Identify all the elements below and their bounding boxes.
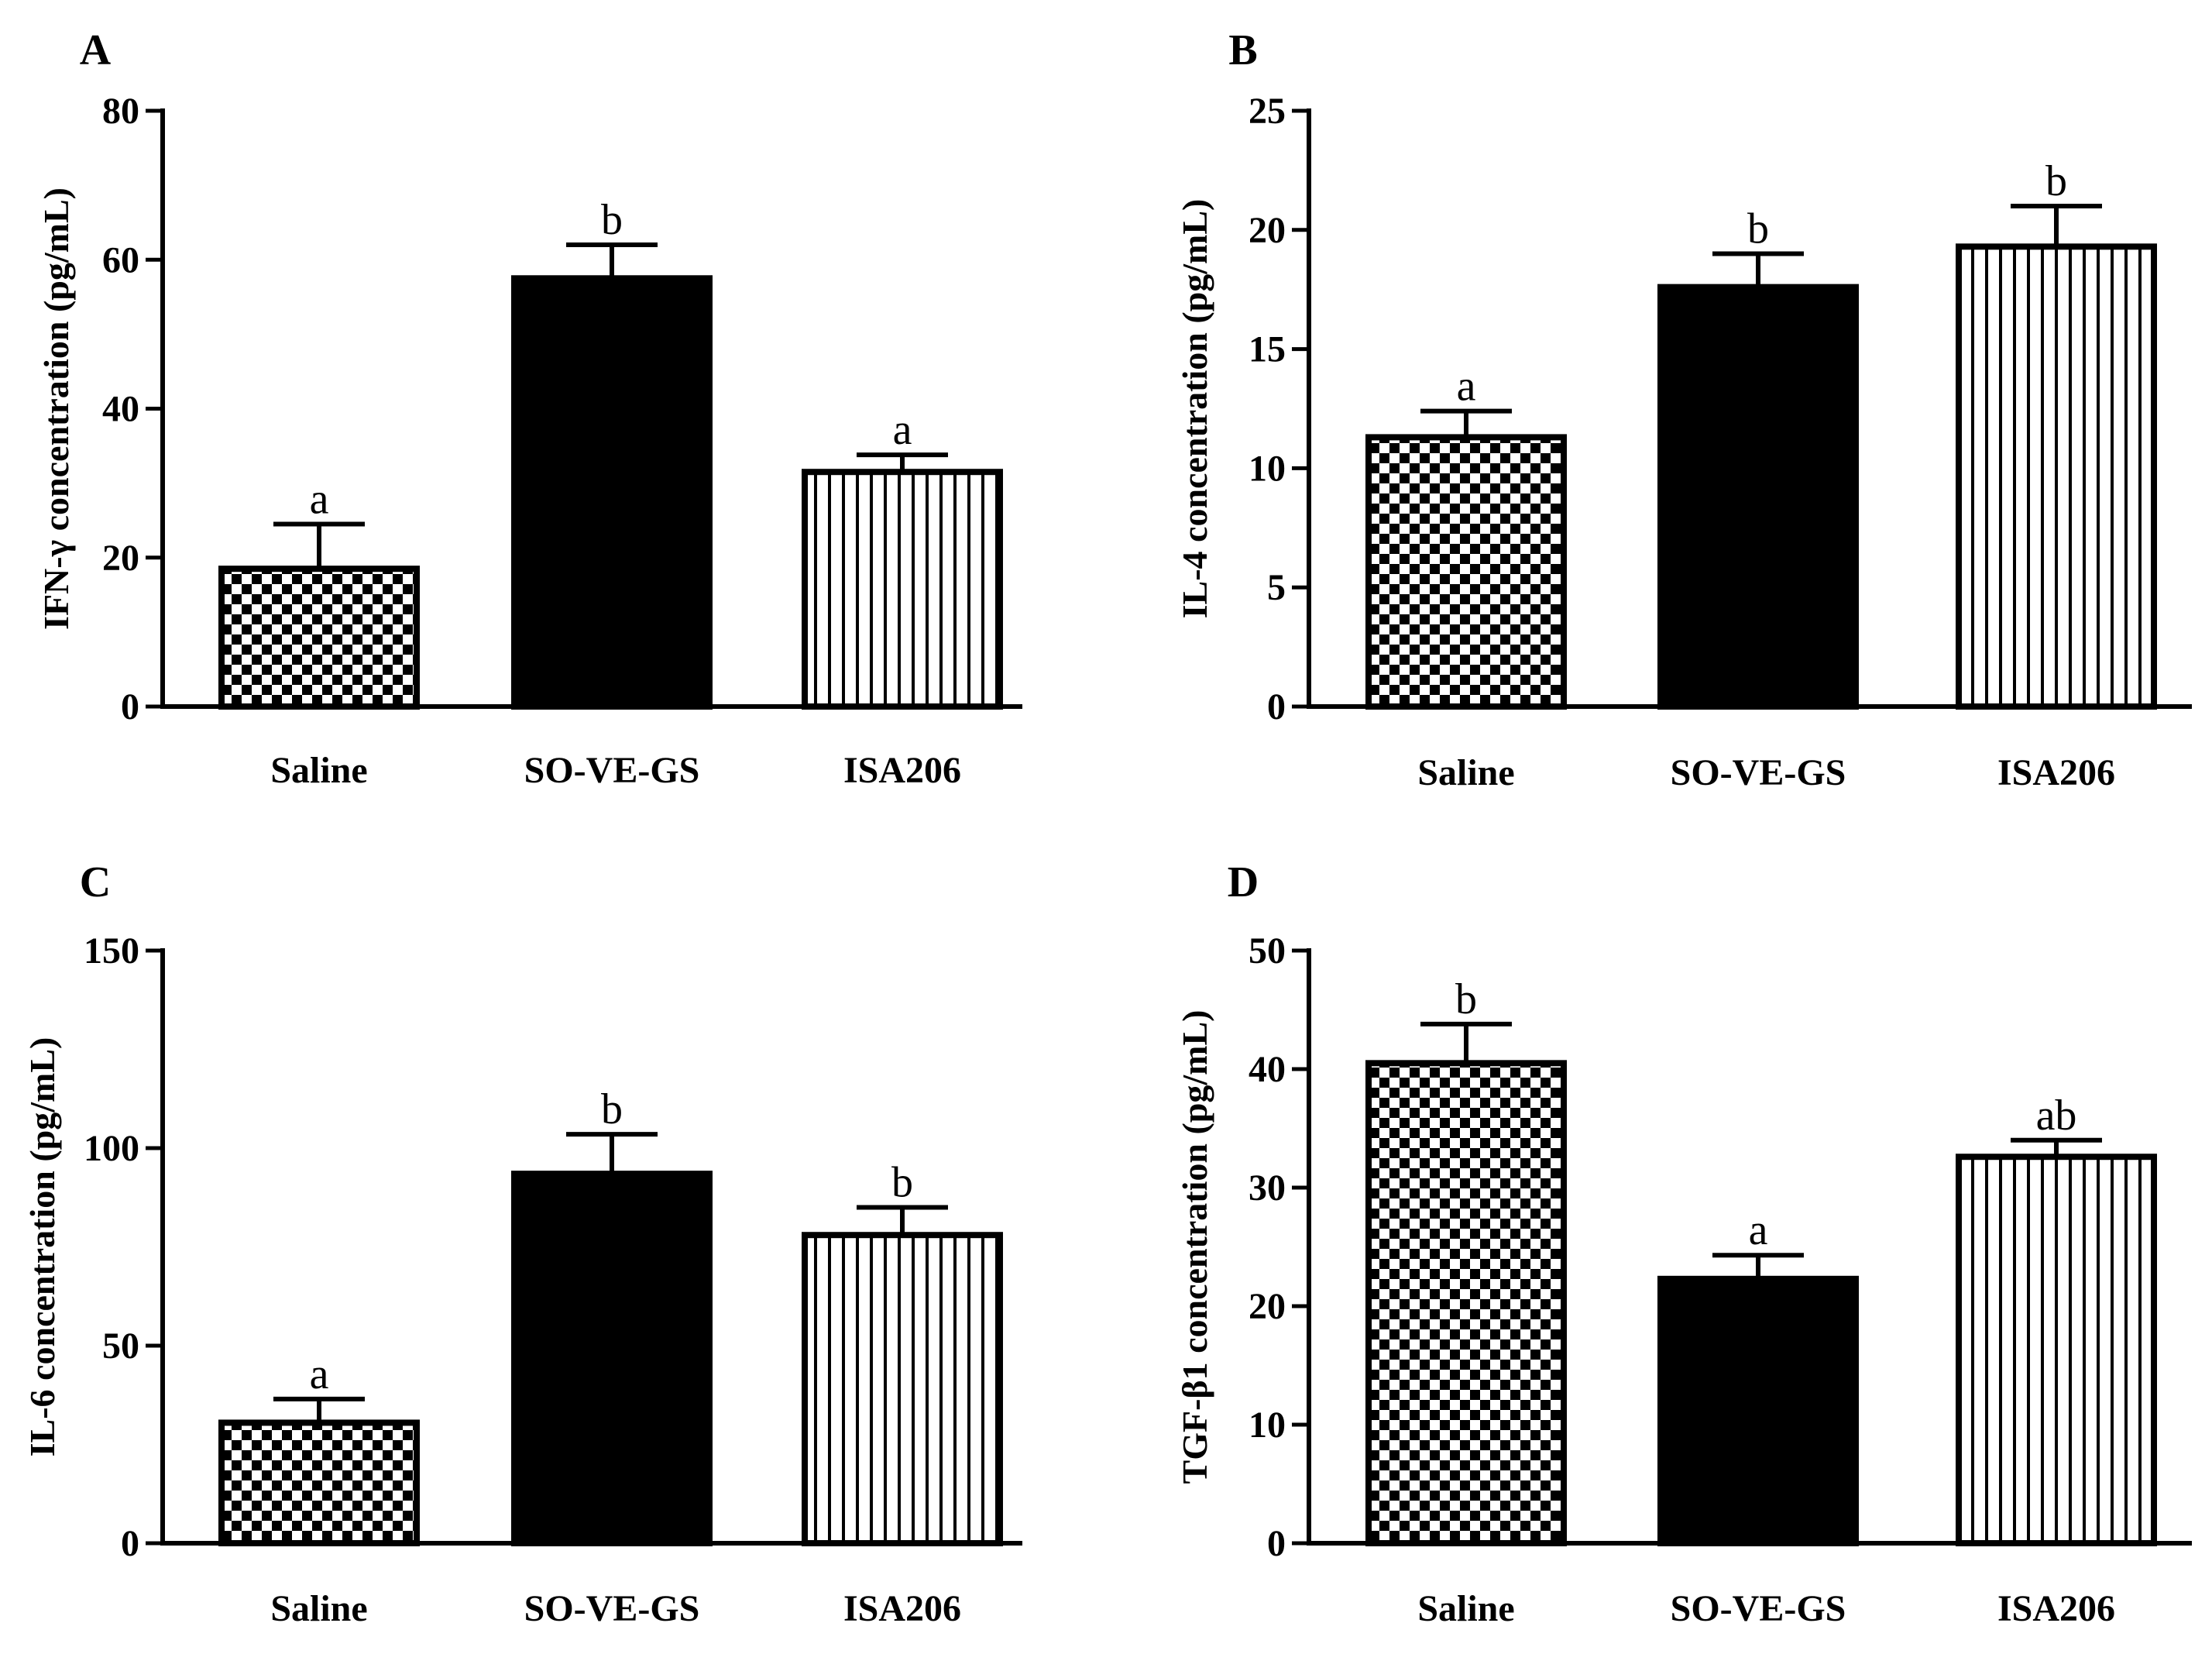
y-tick-label: 40 [102, 389, 139, 430]
significance-label: b [2045, 157, 2067, 205]
bar-isa206 [1956, 1154, 2157, 1546]
y-tick-label: 30 [1249, 1167, 1286, 1209]
panel-letter: C [80, 858, 111, 906]
y-tick-label: 40 [1249, 1049, 1286, 1090]
x-category-label: SO-VE-GS [1671, 752, 1846, 793]
significance-label: a [893, 406, 912, 454]
panel-letter: B [1228, 26, 1257, 74]
bar-so-ve-gs [1657, 284, 1859, 710]
y-tick-label: 0 [1267, 686, 1286, 727]
significance-label: a [1749, 1206, 1768, 1254]
x-category-label: Saline [270, 1588, 367, 1629]
y-tick-label: 15 [1249, 329, 1286, 370]
significance-label: ab [2036, 1092, 2077, 1140]
x-category-label: Saline [1417, 752, 1514, 793]
y-tick-label: 0 [121, 1523, 139, 1564]
significance-label: b [891, 1159, 913, 1207]
bar-saline [218, 566, 420, 710]
y-axis-label: IL-6 concentration (pg/mL) [22, 1037, 62, 1457]
x-category-label: ISA206 [1997, 1588, 2115, 1629]
significance-label: a [1457, 363, 1476, 411]
chart-panel-c: C IL-6 concentration (pg/mL) 0 50 100 150 a Sal… [22, 858, 1022, 1629]
bar-saline [1365, 1060, 1567, 1546]
y-tick-label: 0 [121, 686, 139, 727]
bar-saline [1365, 434, 1567, 710]
panel-letter: D [1228, 858, 1259, 906]
bar-isa206 [802, 1232, 1003, 1546]
x-category-label: ISA206 [1997, 752, 2115, 793]
significance-label: b [1455, 975, 1477, 1023]
chart-panel-a: A IFN-γ concentration (pg/mL) 0 20 40 60 80 a Sa… [36, 26, 1022, 791]
y-axis-label: IFN-γ concentration (pg/mL) [36, 187, 76, 630]
y-tick-label: 60 [102, 239, 139, 280]
bar-so-ve-gs [1657, 1275, 1859, 1547]
panel-letter: A [80, 26, 112, 74]
bar-saline [218, 1419, 420, 1546]
bar-isa206 [1956, 243, 2157, 710]
y-axis-label: IL-4 concentration (pg/mL) [1175, 199, 1214, 619]
y-tick-label: 50 [102, 1326, 139, 1367]
y-tick-label: 50 [1249, 930, 1286, 971]
significance-label: b [601, 196, 623, 244]
x-category-label: Saline [270, 750, 367, 791]
bar-so-ve-gs [511, 1171, 713, 1547]
y-tick-label: 5 [1267, 567, 1286, 608]
significance-label: b [601, 1085, 623, 1133]
chart-panel-b: B IL-4 concentration (pg/mL) 0 5 10 15 20 25 a Sa… [1175, 26, 2192, 793]
x-category-label: ISA206 [843, 750, 961, 791]
x-category-label: SO-VE-GS [524, 1588, 700, 1629]
significance-label: a [310, 1350, 329, 1398]
bar-isa206 [802, 469, 1003, 710]
chart-panel-d: D TGF-β1 concentration (pg/mL) 0 10 20 30 40 50… [1175, 858, 2192, 1629]
x-category-label: SO-VE-GS [1671, 1588, 1846, 1629]
x-category-label: ISA206 [843, 1588, 961, 1629]
y-axis-label: TGF-β1 concentration (pg/mL) [1175, 1010, 1214, 1484]
y-tick-label: 10 [1249, 448, 1286, 489]
y-tick-label: 100 [84, 1128, 139, 1169]
y-tick-label: 150 [84, 930, 139, 971]
y-tick-label: 20 [1249, 1286, 1286, 1327]
bar-so-ve-gs [511, 275, 713, 710]
y-tick-label: 25 [1249, 91, 1286, 132]
y-tick-label: 20 [102, 538, 139, 579]
y-tick-label: 20 [1249, 210, 1286, 251]
significance-label: a [310, 475, 329, 523]
y-tick-label: 80 [102, 91, 139, 132]
x-category-label: Saline [1417, 1588, 1514, 1629]
x-category-label: SO-VE-GS [524, 750, 700, 791]
y-tick-label: 0 [1267, 1523, 1286, 1564]
significance-label: b [1747, 205, 1769, 253]
y-tick-label: 10 [1249, 1405, 1286, 1446]
